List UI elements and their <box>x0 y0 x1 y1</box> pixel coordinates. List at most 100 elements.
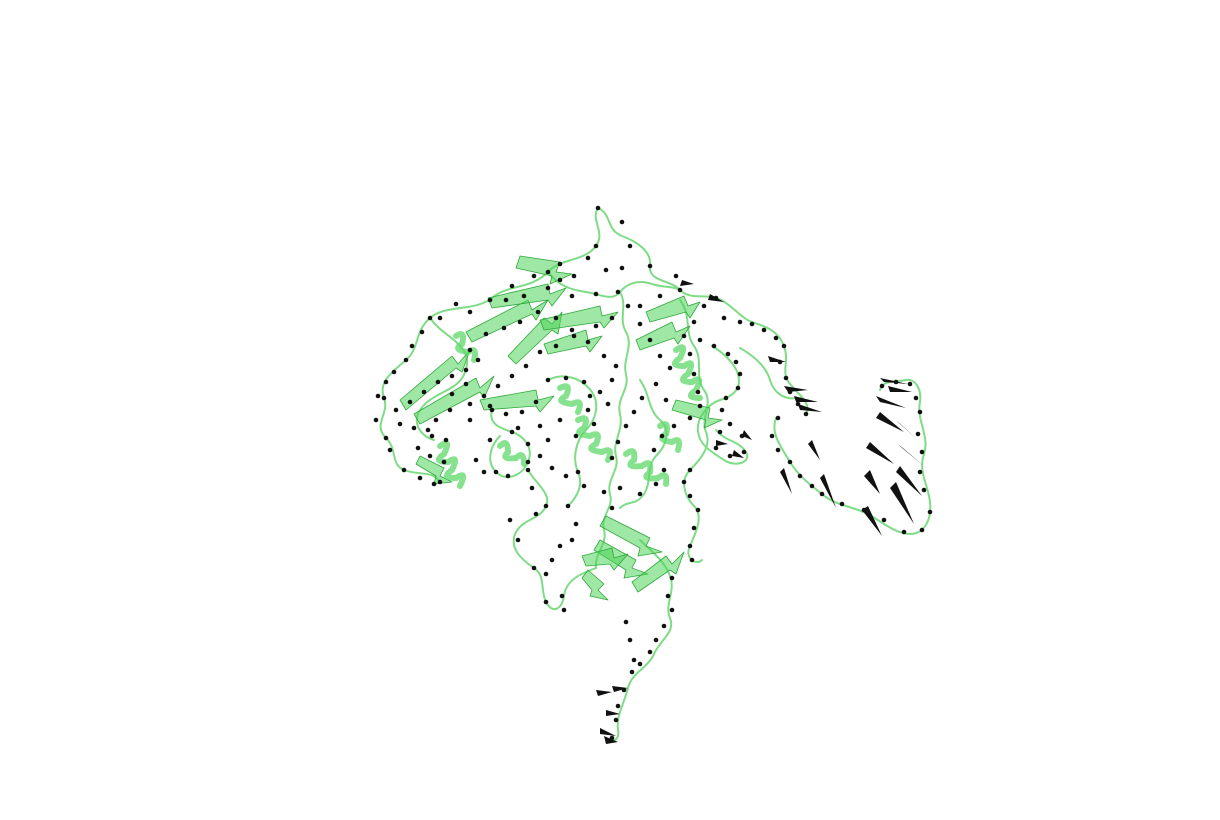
residue-marker-dot <box>467 417 473 423</box>
residue-marker-dot <box>391 369 397 375</box>
motion-vector-cone <box>876 396 906 408</box>
residue-marker-dot <box>571 273 577 279</box>
beta-strand <box>415 455 453 485</box>
beta-strand <box>487 283 567 309</box>
beta-strand <box>413 375 495 425</box>
residue-marker-dot <box>409 343 415 349</box>
residue-marker-dot <box>819 491 825 497</box>
beta-strand <box>599 515 663 557</box>
residue-marker-dot <box>695 389 701 395</box>
residue-marker-dot <box>673 273 679 279</box>
residue-marker-dot <box>553 343 559 349</box>
alpha-helix <box>557 383 583 415</box>
residue-marker-dot <box>727 453 733 459</box>
residue-marker-dot <box>557 261 563 267</box>
residue-marker-dot <box>545 437 551 443</box>
residue-marker-dot <box>711 343 717 349</box>
residue-marker-dot <box>719 407 725 413</box>
beta-strand <box>671 399 723 429</box>
residue-marker-dot <box>467 401 473 407</box>
residue-marker-dot <box>387 447 393 453</box>
residue-marker-dot <box>669 575 675 581</box>
beta-strand <box>399 349 471 411</box>
residue-marker-dot <box>425 427 431 433</box>
residue-marker-dot <box>631 409 637 415</box>
residue-marker-dot <box>431 481 437 487</box>
residue-marker-dot <box>467 309 473 315</box>
beta-strand <box>581 569 609 601</box>
residue-marker-dot <box>489 407 495 413</box>
residue-marker-dot <box>521 293 527 299</box>
residue-marker-dot <box>637 303 643 309</box>
residue-marker-dot <box>919 527 925 533</box>
alpha-helix <box>575 415 613 463</box>
residue-marker-dot <box>427 453 433 459</box>
residue-marker-dot <box>657 353 663 359</box>
residue-marker-dot <box>523 363 529 369</box>
residue-marker-dot <box>687 467 693 473</box>
residue-marker-dot <box>621 687 627 693</box>
residue-marker-dot <box>403 357 409 363</box>
residue-marker-dot <box>573 521 579 527</box>
residue-marker-dot <box>797 473 803 479</box>
residue-marker-dot <box>625 303 631 309</box>
residue-marker-dot <box>593 323 599 329</box>
residue-marker-dot <box>569 327 575 333</box>
motion-vector-cone <box>794 396 818 402</box>
residue-marker-dot <box>605 401 611 407</box>
backbone-coil <box>739 347 797 400</box>
residue-marker-dot <box>761 327 767 333</box>
residue-marker-dot <box>627 243 633 249</box>
residue-marker-dot <box>787 459 793 465</box>
backbone-coil <box>605 539 673 742</box>
motion-vector-cone <box>716 440 728 446</box>
residue-marker-dot <box>901 529 907 535</box>
residue-marker-dot <box>917 469 923 475</box>
residue-marker-dot <box>591 421 597 427</box>
residue-marker-dot <box>543 599 549 605</box>
residue-marker-dot <box>525 467 531 473</box>
motion-vector-cone <box>600 728 616 736</box>
residue-marker-dot <box>927 509 933 515</box>
residue-marker-dot <box>651 447 657 453</box>
residue-marker-dot <box>421 389 427 395</box>
residue-marker-dot <box>627 637 633 643</box>
residue-marker-dot <box>449 391 455 397</box>
residue-marker-dot <box>609 315 615 321</box>
beta-strand <box>631 551 685 593</box>
motion-vector-cone <box>896 466 922 496</box>
residue-marker-dot <box>689 557 695 563</box>
residue-marker-dot <box>537 349 543 355</box>
motion-vector-cone <box>898 444 924 466</box>
residue-marker-dot <box>639 395 645 401</box>
residue-marker-dot <box>637 491 643 497</box>
residue-marker-dot <box>543 503 549 509</box>
backbone-coil-group <box>379 207 932 742</box>
residue-marker-dot <box>687 415 693 421</box>
motion-vector-cone <box>680 280 694 286</box>
residue-marker-dot <box>487 403 493 409</box>
beta-strand <box>543 329 603 355</box>
residue-marker-dot <box>373 417 379 423</box>
residue-marker-dot <box>609 505 615 511</box>
residue-marker-dot <box>545 285 551 291</box>
backbone-coil <box>379 207 601 483</box>
alpha-helix <box>497 440 527 467</box>
residue-marker-dot <box>581 483 587 489</box>
residue-marker-dot <box>677 287 683 293</box>
residue-marker-dot <box>563 375 569 381</box>
residue-marker-dot <box>665 593 671 599</box>
residue-marker-dot <box>749 321 755 327</box>
residue-marker-dot <box>691 525 697 531</box>
motion-vector-cone <box>808 440 820 460</box>
residue-marker-dot <box>609 735 615 741</box>
residue-marker-dot <box>463 381 469 387</box>
residue-marker-dot <box>907 381 913 387</box>
alpha-helix <box>623 448 670 487</box>
residue-marker-dot <box>483 331 489 337</box>
residue-marker-dot <box>529 485 535 491</box>
residue-marker-dot <box>543 571 549 577</box>
residue-marker-dot <box>921 487 927 493</box>
